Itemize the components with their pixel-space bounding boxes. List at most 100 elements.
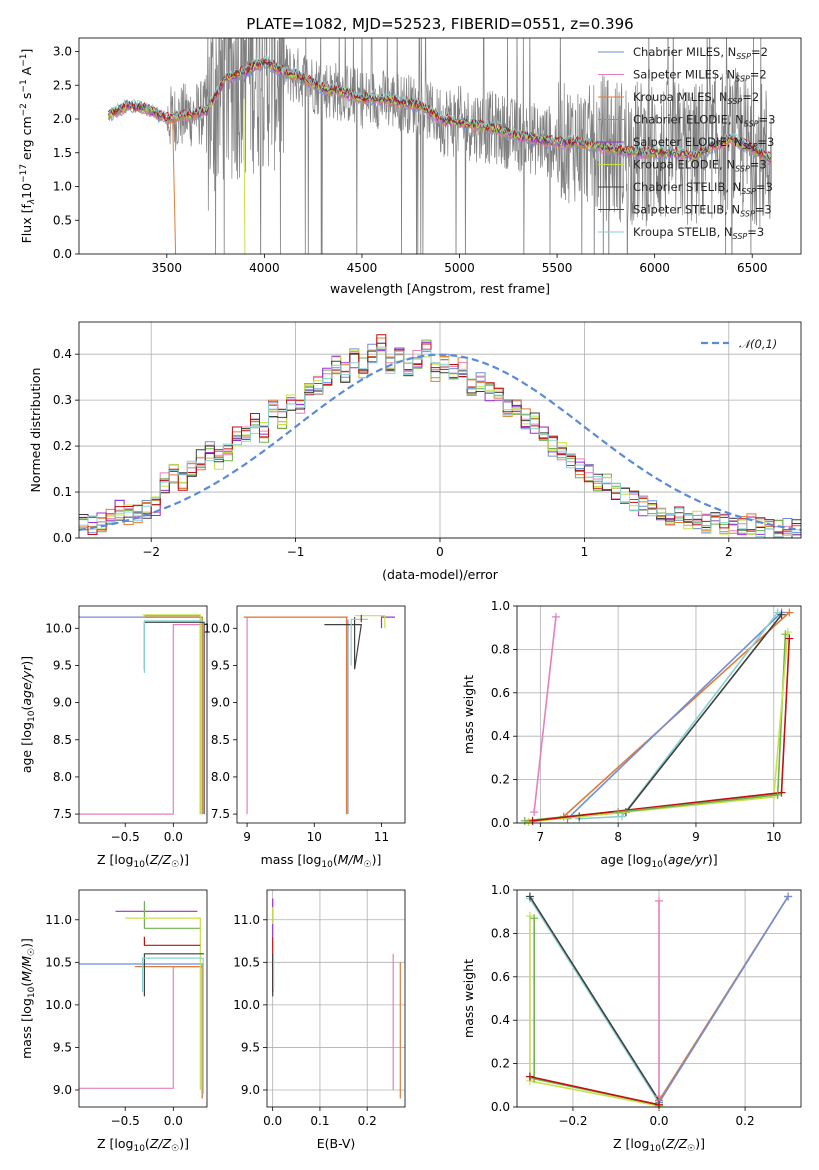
weight_vs_Z-ytick-label: 1.0 (491, 883, 510, 897)
mass_vs_Z-frame (78, 889, 208, 1108)
weight_vs_Z-point-marker (525, 912, 534, 921)
spectrum-xtick-label: 4500 (347, 261, 378, 275)
weight_vs_Z-ytick-label: 0.8 (491, 926, 510, 940)
weight_vs_Z-point-marker (530, 914, 539, 923)
mass_vs_EBV-ytick-label: 9.0 (241, 1083, 260, 1097)
weight_vs_age-frame (516, 605, 802, 824)
weight_vs_age-point-marker (520, 816, 529, 825)
weight_vs_age-ytick-label: 1.0 (491, 599, 510, 613)
weight_vs_age-ytick-label: 0.0 (491, 816, 510, 830)
age_vs_mass-step-line (246, 616, 348, 815)
age-vs-Z-xlabel: Z [log10(Z/Z☉)] (97, 852, 189, 870)
legend-entry: Kroupa STELIB, NSSP=3 (633, 225, 764, 241)
mass_vs_Z-step-line (125, 917, 201, 1090)
mass_vs_Z-ytick-label: 10.5 (45, 955, 72, 969)
spectrum-xlabel: wavelength [Angstrom, rest frame] (330, 281, 550, 296)
age-vs-Z-ylabel: age [log10(age/yr)] (19, 656, 37, 773)
legend-entry: Kroupa MILES, NSSP=2 (633, 90, 759, 106)
age_vs_Z-step-line (144, 616, 203, 815)
weight_vs_Z-point-marker (655, 1100, 663, 1109)
age_vs_mass-ytick-label: 7.5 (211, 807, 230, 821)
mass-vs-Z-ylabel: mass [log10(M/M☉)] (19, 938, 37, 1059)
spectrum-ytick-label: 0.5 (53, 213, 72, 227)
spectrum-model-drop (172, 118, 177, 254)
mass_vs_EBV-ytick-label: 11.0 (233, 913, 260, 927)
legend-entry: Salpeter MILES, NSSP=2 (633, 68, 767, 84)
weight_vs_Z-point-marker (525, 892, 534, 901)
age_vs_mass-frame (236, 605, 406, 824)
weight_vs_age-point-marker (528, 816, 537, 825)
figure-title: PLATE=1082, MJD=52523, FIBERID=0551, z=0… (246, 15, 633, 33)
weight_vs_age-xtick-label: 10 (766, 830, 781, 844)
age_vs_Z-step-line (79, 624, 203, 815)
age_vs_Z-ytick-label: 9.5 (53, 658, 72, 672)
weight_vs_age-ylabel: mass weight (461, 675, 476, 754)
weight_vs_age-point-marker (530, 808, 539, 817)
weight_vs_Z-series-line (529, 916, 660, 1107)
residuals-ytick-label: 0.0 (53, 531, 72, 545)
weight_vs_age-series-line (528, 631, 789, 823)
weight_vs_age-xtick-label: 8 (614, 830, 622, 844)
spectrum-model-line (107, 55, 772, 159)
spectrum-xtick-label: 6000 (639, 261, 670, 275)
age_vs_Z-ytick-label: 10.0 (45, 621, 72, 635)
spectrum-frame (78, 37, 802, 255)
spectrum-xtick-label: 5000 (444, 261, 475, 275)
spectrum-ytick-label: 2.0 (53, 112, 72, 126)
weight_vs_Z-series-line (533, 918, 660, 1106)
weight_vs_Z-ytick-label: 0.6 (491, 970, 510, 984)
residual-histogram-series (79, 342, 801, 538)
residuals-xtick-label: 2 (725, 545, 733, 559)
weight_vs_Z-series-line (529, 896, 660, 1101)
spectrum-ytick-label: 2.5 (53, 78, 72, 92)
legend-entry: Chabrier STELIB, NSSP=3 (633, 180, 773, 196)
spectrum-ylabel: Flux [fλ10−17 erg cm−2 s−1 A−1] (19, 49, 37, 244)
age_vs_mass-ytick-label: 10.0 (203, 621, 230, 635)
mass_vs_Z-step-line (141, 957, 204, 1095)
weight_vs_Z-point-marker (525, 1072, 534, 1081)
mass_vs_Z-xtick-label: 0.0 (164, 1114, 183, 1128)
age_vs_Z-step-line (142, 614, 201, 815)
age_vs_mass-ytick-label: 8.5 (211, 733, 230, 747)
age_vs_Z-xtick-label: 0.0 (164, 830, 183, 844)
mass_vs_Z-step-line (143, 953, 205, 997)
weight_vs_Z-point-marker (784, 892, 793, 901)
spectrum-xtick-label: 3500 (152, 261, 183, 275)
age_vs_Z-ytick-label: 7.5 (53, 807, 72, 821)
age_vs_mass-step-line (324, 617, 362, 670)
weight_vs_Z-frame (516, 889, 802, 1108)
weight_vs_age-series-line (533, 616, 557, 813)
weight_vs_age-axes: 7 8 9 10 0.0 0.2 0.4 0.6 0.8 1.0 (491, 599, 801, 844)
residuals-ylabel: Normed distribution (28, 368, 43, 493)
normal-curve (78, 353, 802, 531)
weight_vs_Z-ytick-label: 0.0 (491, 1100, 510, 1114)
mass_vs_Z-ytick-label: 11.0 (45, 913, 72, 927)
age_vs_Z-step-line (143, 620, 204, 673)
residuals-xlabel: (data-model)/error (382, 567, 499, 582)
residual-histogram-series (79, 349, 801, 538)
weight_vs_Z-xtick-label: 0.0 (649, 1114, 668, 1128)
age_vs_mass-step-line (243, 616, 348, 815)
age_vs_Z-ytick-label: 8.0 (53, 770, 72, 784)
residuals-ytick-label: 0.1 (53, 485, 72, 499)
spectrum-xtick-label: 4000 (249, 261, 280, 275)
age_vs_mass-step-line (354, 615, 386, 629)
residuals-ytick-label: 0.3 (53, 393, 72, 407)
mass_vs_Z-step-line (143, 901, 201, 929)
mass-vs-Z-xlabel: Z [log10(Z/Z☉)] (97, 1136, 189, 1154)
mass_vs_EBV-xtick-label: 0.2 (358, 1114, 377, 1128)
mass_vs_Z-step-line (79, 966, 203, 1089)
age_vs_Z-step-line (143, 621, 205, 815)
residuals-xtick-label: −1 (287, 545, 305, 559)
spectrum-data-line (107, 38, 772, 254)
weight_vs_age-point-marker (551, 612, 560, 621)
weight_vs_Z-ytick-label: 0.2 (491, 1057, 510, 1071)
mass_vs_EBV-xtick-label: 0.1 (310, 1114, 329, 1128)
weight_vs_age-ytick-label: 0.6 (491, 686, 510, 700)
legend-entry: Salpeter STELIB, NSSP=3 (633, 203, 772, 219)
normal-legend-label: 𝒩(0,1) (739, 337, 777, 351)
weight_vs_age-ytick-label: 0.2 (491, 773, 510, 787)
mass_vs_EBV-axes: 0.0 0.1 0.2 9.0 9.5 10.0 10.5 11.0 (233, 890, 405, 1128)
age_vs_Z-step-line (79, 616, 203, 815)
mass_vs_EBV-ytick-label: 10.0 (233, 998, 260, 1012)
